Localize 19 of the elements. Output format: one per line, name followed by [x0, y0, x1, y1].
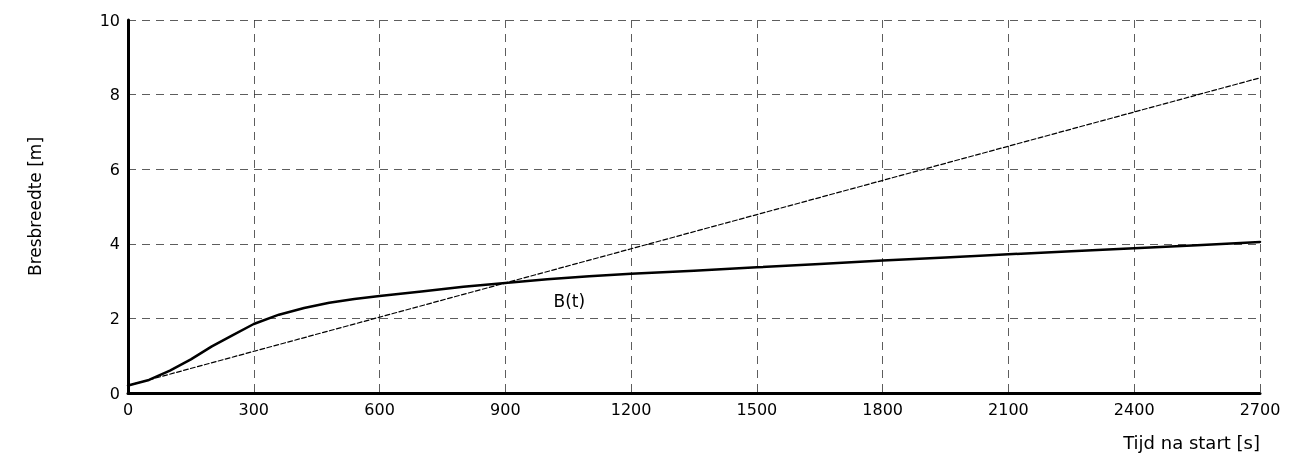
y-tick-label: 4 — [109, 234, 120, 254]
x-axis-title: Tijd na start [s] — [1122, 431, 1260, 453]
y-tick-label: 10 — [99, 10, 120, 30]
x-tick-label: 300 — [238, 399, 270, 419]
x-tick-label: 600 — [364, 399, 395, 419]
x-tick-label: 1200 — [610, 399, 652, 419]
y-tick-label: 0 — [109, 383, 120, 403]
series-label: B(t) — [553, 290, 586, 311]
y-tick-label: 8 — [109, 85, 120, 105]
x-tick-label: 2100 — [988, 399, 1029, 419]
y-axis-title: Bresbreedte [m] — [24, 136, 45, 277]
y-tick-label: 6 — [109, 159, 120, 179]
y-tick-label: 2 — [109, 308, 120, 328]
x-tick-label: 2400 — [1113, 399, 1155, 419]
x-tick-label: 0 — [122, 399, 134, 419]
x-tick-label: 2700 — [1239, 399, 1281, 419]
x-tick-label: 1800 — [862, 399, 904, 419]
x-tick-label: 900 — [490, 399, 521, 419]
x-tick-label: 1500 — [736, 399, 778, 419]
